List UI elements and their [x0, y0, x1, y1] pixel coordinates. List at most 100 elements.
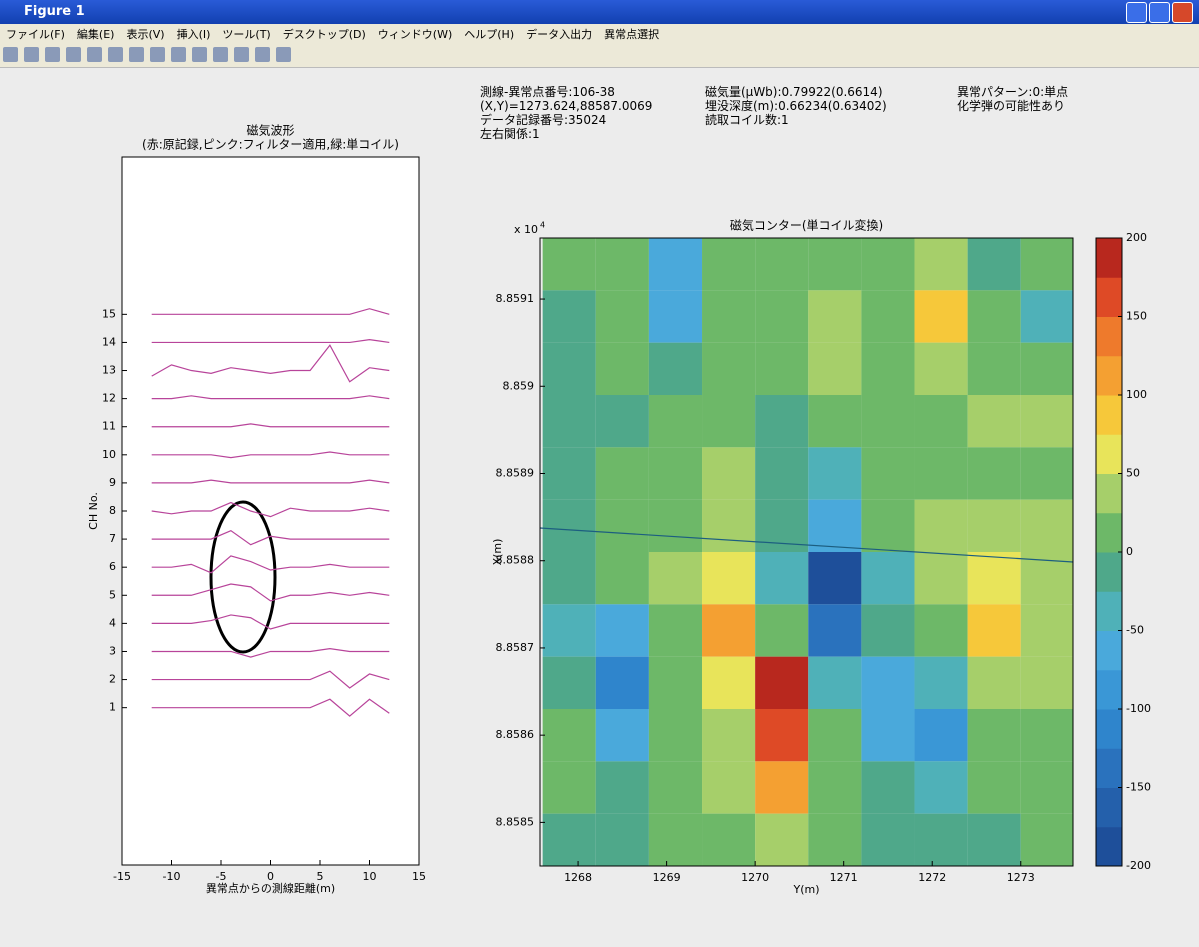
- y-tick-label: 8.8585: [496, 815, 535, 828]
- title-bar: Figure 1: [0, 0, 1199, 24]
- contour-cell: [755, 709, 809, 762]
- contour-cell: [808, 761, 862, 814]
- info-text: 測線-異常点番号:106-38: [480, 85, 615, 99]
- tool-button[interactable]: [108, 47, 123, 62]
- menu-item[interactable]: 異常点選択: [604, 28, 660, 41]
- contour-cell: [861, 656, 915, 709]
- tool-button[interactable]: [129, 47, 144, 62]
- colorbar-swatch: [1096, 512, 1122, 553]
- contour-cell: [702, 709, 756, 762]
- colorbar-swatch: [1096, 826, 1122, 867]
- contour-cell: [755, 761, 809, 814]
- menu-item[interactable]: 挿入(I): [176, 28, 211, 41]
- tool-button[interactable]: [150, 47, 165, 62]
- contour-cell: [1020, 290, 1073, 343]
- tool-button[interactable]: [66, 47, 81, 62]
- contour-cell: [1020, 709, 1073, 762]
- info-text: 化学弾の可能性あり: [957, 99, 1066, 113]
- menu-item[interactable]: ヘルプ(H): [464, 28, 515, 41]
- contour-cell: [914, 813, 968, 866]
- close-button[interactable]: [1172, 2, 1193, 23]
- contour-cell: [542, 656, 596, 709]
- tool-button[interactable]: [87, 47, 102, 62]
- tool-button[interactable]: [45, 47, 60, 62]
- y-tick-label: 8.8591: [496, 292, 535, 305]
- tool-button[interactable]: [255, 47, 270, 62]
- contour-cell: [861, 813, 915, 866]
- tool-button[interactable]: [171, 47, 186, 62]
- contour-cell: [967, 342, 1021, 395]
- contour-cell: [648, 499, 703, 552]
- tool-button[interactable]: [24, 47, 39, 62]
- contour-cell: [808, 709, 862, 762]
- menu-item[interactable]: ウィンドウ(W): [377, 28, 453, 41]
- colorbar-swatch: [1096, 238, 1122, 278]
- colorbar-swatch: [1096, 591, 1122, 631]
- contour-cell: [1020, 447, 1073, 500]
- minimize-button[interactable]: [1126, 2, 1147, 23]
- y-tick-label: 6: [109, 560, 116, 573]
- menu-item[interactable]: データ入出力: [526, 28, 593, 41]
- menu-item[interactable]: ファイル(F): [6, 28, 65, 41]
- contour-cell: [648, 813, 703, 866]
- chart-subtitle: (赤:原記録,ピンク:フィルター適用,緑:単コイル): [142, 137, 399, 152]
- tool-button[interactable]: [192, 47, 207, 62]
- contour-cell: [1020, 238, 1073, 291]
- x-tick-label: -15: [113, 870, 131, 883]
- contour-cell: [702, 813, 756, 866]
- contour-cell: [861, 238, 915, 291]
- maximize-button[interactable]: [1149, 2, 1170, 23]
- y-tick-label: 10: [102, 448, 116, 461]
- contour-cell: [702, 395, 756, 448]
- contour-cell: [595, 499, 649, 552]
- x-tick-label: 5: [317, 870, 324, 883]
- y-tick-label: 11: [102, 420, 116, 433]
- contour-cell: [967, 395, 1021, 448]
- contour-cell: [702, 604, 756, 657]
- contour-cell: [914, 238, 968, 291]
- tool-button[interactable]: [276, 47, 291, 62]
- info-text: (X,Y)=1273.624,88587.0069: [480, 99, 653, 113]
- colorbar-swatch: [1096, 473, 1122, 514]
- contour-cell: [967, 709, 1021, 762]
- waveform-line: [151, 344, 390, 383]
- tool-button[interactable]: [234, 47, 249, 62]
- menu-item[interactable]: 表示(V): [126, 28, 165, 41]
- contour-cell: [595, 238, 649, 291]
- tool-button[interactable]: [213, 47, 228, 62]
- contour-cell: [755, 552, 809, 605]
- contour-cell: [861, 499, 915, 552]
- contour-cell: [914, 447, 968, 500]
- y-tick-label: 8.859: [503, 379, 535, 392]
- y-axis-label: X(m): [491, 539, 504, 566]
- survey-line: [539, 527, 1074, 563]
- window-buttons: [1124, 2, 1193, 27]
- contour-cell: [595, 604, 649, 657]
- menu-item[interactable]: 編集(E): [76, 28, 115, 41]
- contour-cell: [967, 447, 1021, 500]
- x-tick-label: 1270: [741, 871, 769, 884]
- contour-cell: [648, 290, 703, 343]
- tool-button[interactable]: [3, 47, 18, 62]
- contour-cell: [595, 552, 649, 605]
- contour-cell: [595, 709, 649, 762]
- colorbar-tick-label: -200: [1126, 859, 1151, 872]
- menu-item[interactable]: ツール(T): [222, 28, 271, 41]
- menu-bar: ファイル(F) 編集(E) 表示(V) 挿入(I) ツール(T) デスクトップ(D) ウィン…: [0, 24, 1199, 43]
- contour-cell: [542, 342, 596, 395]
- contour-cell: [542, 447, 596, 500]
- menu-item[interactable]: デスクトップ(D): [282, 28, 366, 41]
- contour-cell: [648, 709, 703, 762]
- contour-cell: [1020, 656, 1073, 709]
- y-tick-label: 8.8589: [496, 467, 535, 480]
- info-text: 異常パターン:0:単点: [957, 85, 1069, 99]
- y-tick-label: 8.8586: [496, 728, 535, 741]
- contour-cell: [595, 813, 649, 866]
- contour-cell: [702, 238, 756, 291]
- contour-cell: [861, 290, 915, 343]
- highlight-ellipse: [209, 500, 277, 654]
- contour-cell: [808, 447, 862, 500]
- colorbar-swatch: [1096, 669, 1122, 710]
